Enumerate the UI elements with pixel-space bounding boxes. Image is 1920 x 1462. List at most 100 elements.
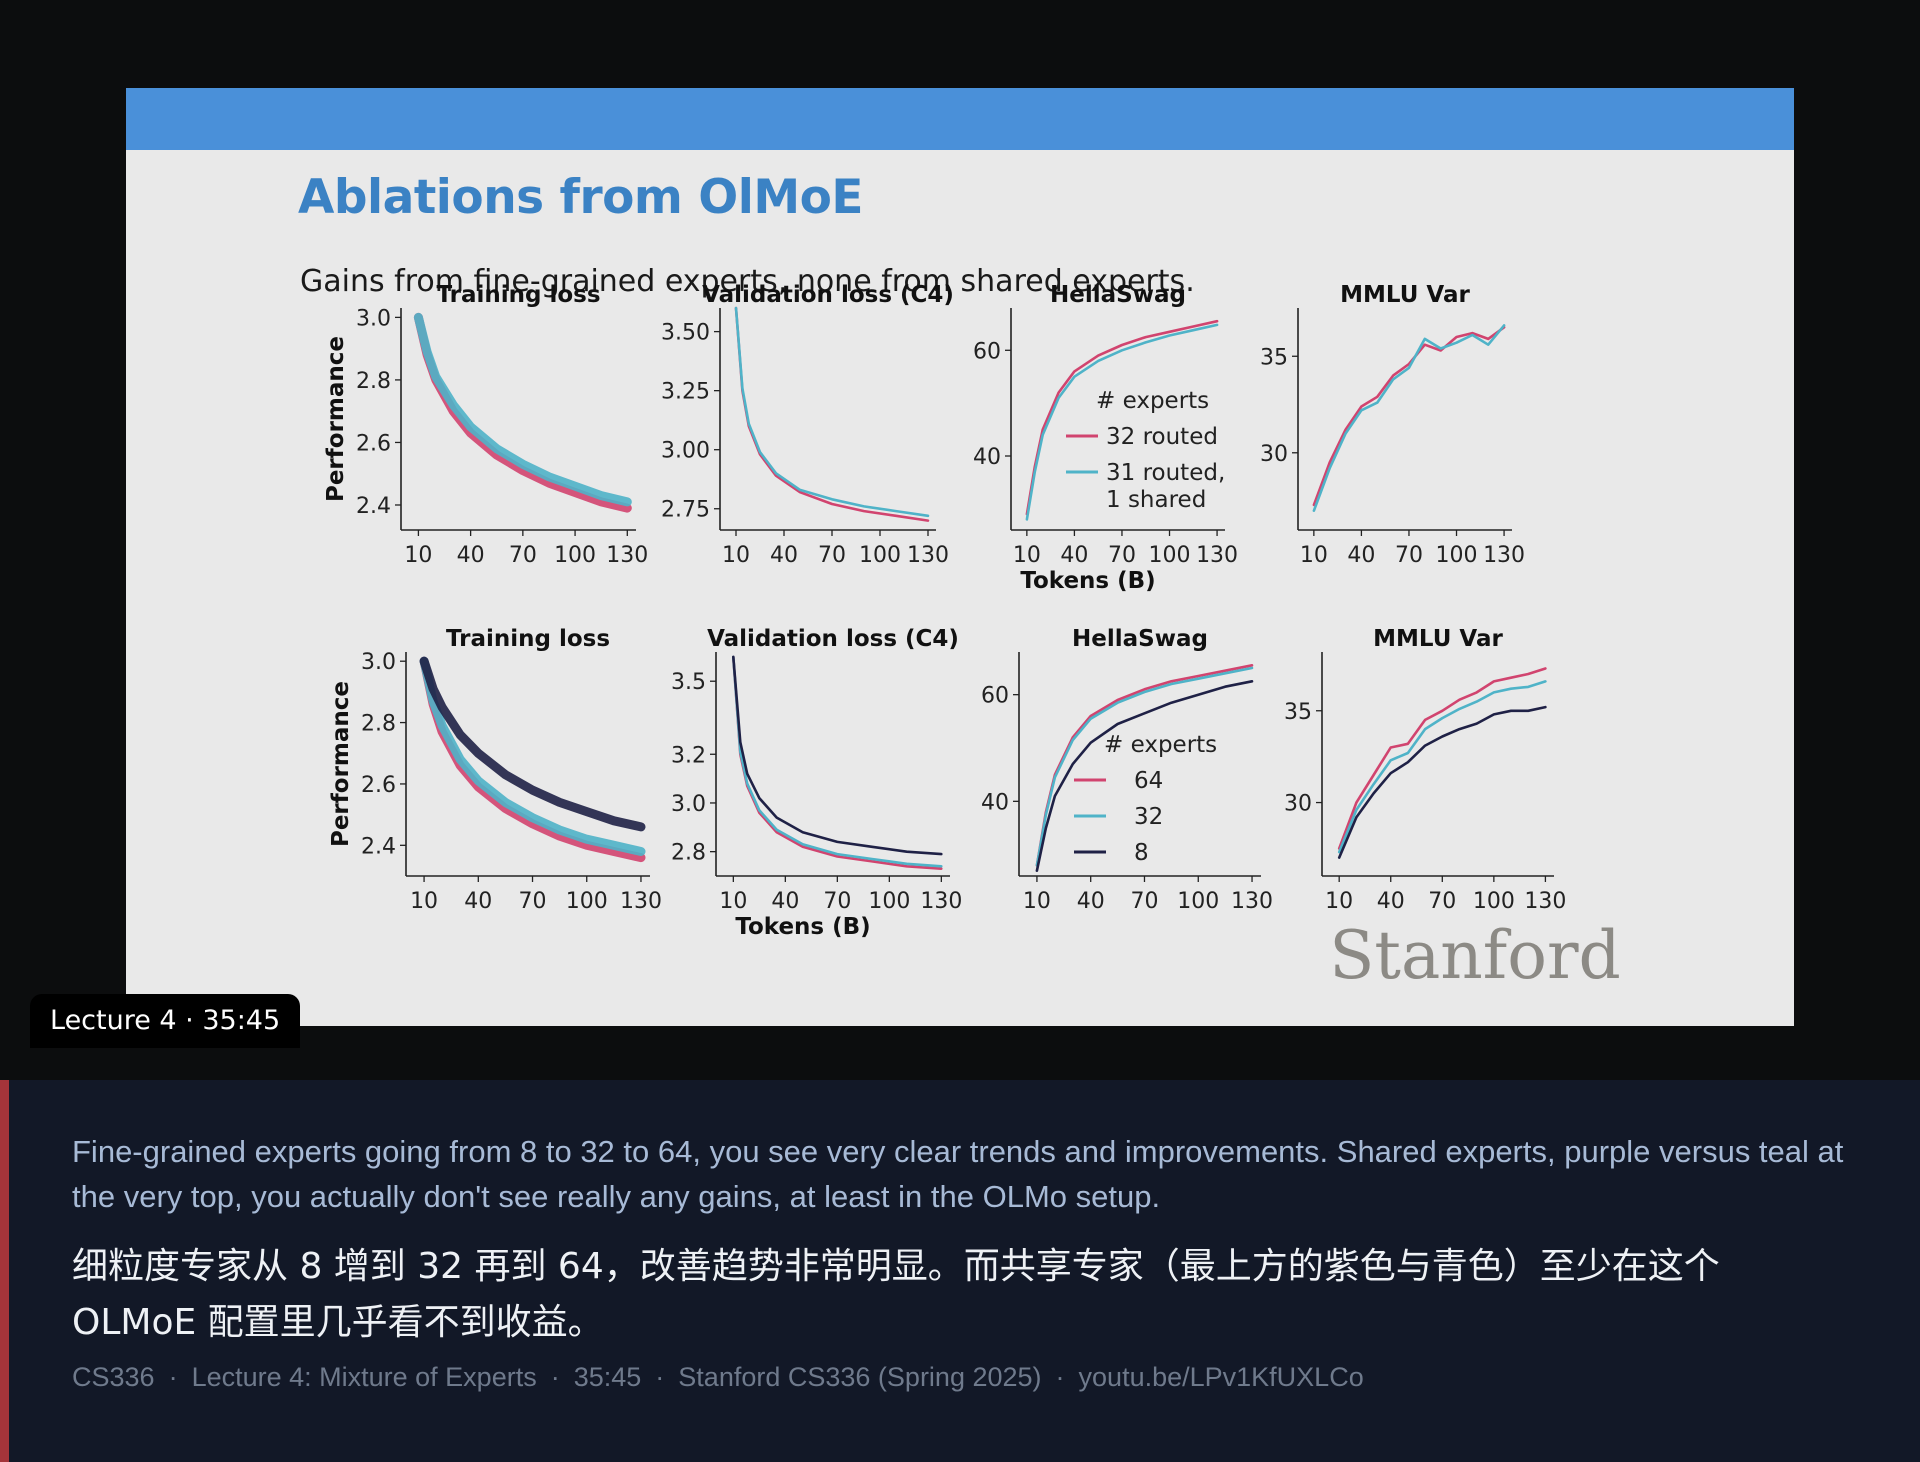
x-tick-label: 100 <box>1177 889 1219 914</box>
x-tick-label: 10 <box>719 889 747 914</box>
legend-label: 8 <box>1134 840 1149 866</box>
x-axis-label: Tokens (B) <box>735 914 870 940</box>
x-tick-label: 40 <box>1060 543 1088 568</box>
series-line <box>1337 705 1547 859</box>
series-line <box>1025 323 1219 521</box>
x-tick-label: 40 <box>1077 889 1105 914</box>
chart-title: HellaSwag <box>1072 626 1208 652</box>
x-tick-label: 70 <box>823 889 851 914</box>
caption-english: Fine-grained experts going from 8 to 32 … <box>72 1134 1844 1214</box>
y-tick-label: 3.00 <box>661 439 710 464</box>
meta-channel: Stanford CS336 (Spring 2025) <box>678 1362 1042 1392</box>
series-line <box>731 655 943 856</box>
slide-header-bar <box>126 88 1794 150</box>
y-tick-label: 2.6 <box>356 431 391 456</box>
y-tick-label: 2.8 <box>671 841 706 866</box>
series-line <box>1035 663 1254 867</box>
lecture-slide: Ablations from OlMoE Gains from fine-gra… <box>126 88 1794 1026</box>
caption-panel: Fine-grained experts going from 8 to 32 … <box>0 1080 1920 1462</box>
chart-title: HellaSwag <box>1050 282 1186 308</box>
series-line <box>413 312 632 507</box>
y-tick-label: 60 <box>981 684 1009 709</box>
y-tick-label: 30 <box>1284 792 1312 817</box>
series-line <box>1337 667 1547 850</box>
chart-title: MMLU Var <box>1373 626 1503 652</box>
x-tick-label: 130 <box>1231 889 1273 914</box>
series-line <box>1337 680 1547 854</box>
meta-link[interactable]: youtu.be/LPv1KfUXLCo <box>1078 1362 1364 1392</box>
x-tick-label: 130 <box>920 889 962 914</box>
y-tick-label: 60 <box>973 339 1001 364</box>
legend-title: # experts <box>1104 732 1217 758</box>
series-line <box>731 655 943 868</box>
series-line <box>1312 324 1506 513</box>
x-tick-label: 130 <box>606 543 648 568</box>
x-tick-label: 40 <box>464 889 492 914</box>
x-tick-label: 10 <box>1300 543 1328 568</box>
series-line <box>734 306 930 522</box>
series-line <box>413 312 632 513</box>
x-tick-label: 70 <box>818 543 846 568</box>
y-tick-label: 3.0 <box>361 650 396 675</box>
series-line <box>1035 666 1254 867</box>
series-line <box>731 655 943 871</box>
x-tick-label: 40 <box>771 889 799 914</box>
x-tick-label: 10 <box>1023 889 1051 914</box>
y-tick-label: 2.4 <box>361 834 396 859</box>
legend-label: 32 routed <box>1106 424 1218 450</box>
x-tick-label: 70 <box>1395 543 1423 568</box>
meta-separator: · <box>168 1362 178 1392</box>
y-tick-label: 2.4 <box>356 494 391 519</box>
legend-title: # experts <box>1096 388 1209 414</box>
legend-label: 31 routed, <box>1106 460 1225 486</box>
y-tick-label: 3.5 <box>671 670 706 695</box>
caption-chinese: 细粒度专家从 8 增到 32 再到 64，改善趋势非常明显。而共享专家（最上方的… <box>72 1246 1720 1343</box>
y-tick-label: 2.75 <box>661 498 710 523</box>
timestamp-badge: Lecture 4 · 35:45 <box>30 994 301 1048</box>
meta-separator: · <box>550 1362 560 1392</box>
x-tick-label: 70 <box>1108 543 1136 568</box>
legend-label: 64 <box>1134 768 1163 794</box>
x-tick-label: 130 <box>1524 889 1566 914</box>
legend-label: 1 shared <box>1106 487 1206 513</box>
x-tick-label: 40 <box>457 543 485 568</box>
meta-lecture: Lecture 4: Mixture of Experts <box>191 1362 537 1392</box>
chart-title: MMLU Var <box>1340 282 1470 308</box>
video-meta: CS336 · Lecture 4: Mixture of Experts · 35:4… <box>72 1362 1364 1393</box>
chart-title: Training loss <box>446 626 610 652</box>
x-axis-label: Tokens (B) <box>1020 568 1155 594</box>
x-tick-label: 100 <box>1473 889 1515 914</box>
y-tick-label: 40 <box>973 445 1001 470</box>
series-line <box>1312 326 1506 507</box>
y-tick-label: 3.0 <box>356 306 391 331</box>
x-tick-label: 70 <box>519 889 547 914</box>
x-tick-label: 130 <box>1196 543 1238 568</box>
slide-subtitle: Gains from fine-grained experts, none fr… <box>300 264 1195 299</box>
chart-title: Validation loss (C4) <box>707 626 959 652</box>
y-axis-label: Performance <box>328 681 354 847</box>
series-line <box>1035 679 1254 873</box>
x-tick-label: 70 <box>1130 889 1158 914</box>
x-tick-label: 100 <box>859 543 901 568</box>
y-tick-label: 3.2 <box>671 743 706 768</box>
x-tick-label: 100 <box>1149 543 1191 568</box>
meta-time: 35:45 <box>573 1362 642 1392</box>
x-tick-label: 100 <box>566 889 608 914</box>
x-tick-label: 10 <box>1013 543 1041 568</box>
series-line <box>419 656 646 856</box>
series-line <box>734 306 930 518</box>
video-player[interactable]: Ablations from OlMoE Gains from fine-gra… <box>0 0 1920 1080</box>
caption-accent-bar <box>0 1080 9 1462</box>
x-tick-label: 40 <box>1347 543 1375 568</box>
y-tick-label: 2.8 <box>356 369 391 394</box>
x-tick-label: 100 <box>868 889 910 914</box>
y-tick-label: 2.6 <box>361 773 396 798</box>
meta-separator: · <box>655 1362 665 1392</box>
x-tick-label: 130 <box>620 889 662 914</box>
meta-separator: · <box>1055 1362 1065 1392</box>
y-tick-label: 35 <box>1284 700 1312 725</box>
chart-title: Validation loss (C4) <box>702 282 954 308</box>
y-tick-label: 35 <box>1260 345 1288 370</box>
x-tick-label: 130 <box>907 543 949 568</box>
